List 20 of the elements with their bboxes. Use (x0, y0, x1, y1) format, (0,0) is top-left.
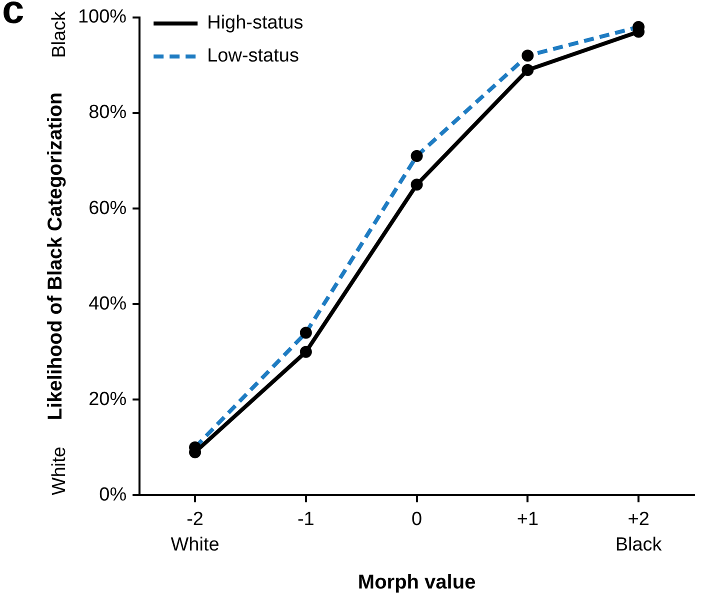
x-tick-label: -1 (297, 508, 314, 530)
x-tick-label: +2 (628, 508, 650, 530)
text: c (2, 0, 24, 32)
x-tick-label: 0 (412, 508, 422, 530)
x-axis-title: Morph value (358, 572, 476, 594)
y-tick-label: 80% (88, 102, 127, 124)
x-tick-label: -2 (186, 508, 204, 530)
y-axis-title: Likelihood of Black Categorization (44, 92, 67, 420)
y-tick-label: 100% (78, 6, 127, 28)
x-tick-label: +1 (516, 508, 539, 530)
y-tick-label: 60% (88, 198, 127, 219)
y-tick-label: 20% (88, 388, 127, 410)
y-tick-label: 40% (88, 293, 127, 314)
legend-label: High-status (207, 12, 304, 34)
text: White (49, 446, 70, 496)
text: Black (49, 10, 70, 58)
text: White (170, 534, 220, 556)
text: Black (615, 534, 662, 556)
y-tick-label: 0% (99, 484, 127, 506)
legend-label: Low-status (207, 46, 299, 67)
